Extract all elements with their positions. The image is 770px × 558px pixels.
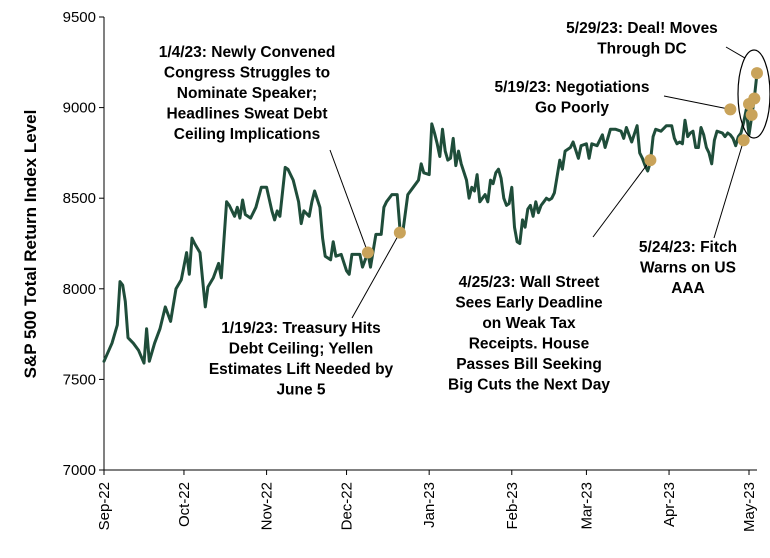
callout-layer (329, 46, 770, 319)
annotation-line: Nominate Speaker; (177, 85, 317, 102)
annotation-5: 5/29/23: Deal! Moves Through DC (566, 20, 718, 58)
annotation-line: Debt Ceiling; Yellen (229, 341, 373, 358)
y-tick-label: 8000 (63, 281, 96, 298)
x-ticks: Sep-22 Oct-22 Nov-22 Dec-22 Jan-23 Feb-23 Mar-… (96, 470, 758, 532)
annotations: 1/4/23: Newly Convened Congress Struggles… (159, 20, 737, 399)
annotation-line: Big Cuts the Next Day (448, 377, 610, 394)
series-layer (102, 71, 759, 365)
annotation-line: 4/25/23: Wall Street (459, 274, 600, 291)
event-marker-3 (724, 103, 737, 116)
x-tick-label: Apr-23 (661, 482, 678, 527)
annotation-1: 1/19/23: Treasury Hits Debt Ceiling; Yell… (209, 320, 394, 399)
annotation-line: 5/29/23: Deal! Moves (566, 20, 718, 37)
y-axis-label: S&P 500 Total Return Index Level (21, 110, 40, 379)
event-marker-8 (751, 67, 763, 80)
annotation-3: 5/19/23: Negotiations Go Poorly (494, 79, 649, 117)
x-tick-label: Oct-22 (176, 482, 193, 527)
annotation-line: June 5 (276, 382, 325, 399)
series-line-0 (102, 71, 759, 365)
annotation-line: Through DC (597, 41, 687, 58)
event-marker-1 (393, 226, 406, 239)
deal-highlight-ellipse (737, 49, 770, 139)
highlight-markers (361, 67, 763, 259)
y-tick-label: 7000 (63, 462, 96, 479)
y-axis-label-group: S&P 500 Total Return Index Level (21, 110, 40, 379)
annotation-line: Sees Early Deadline (455, 295, 603, 312)
annotation-line: on Weak Tax (482, 315, 576, 332)
callout-line-jan19 (351, 232, 401, 319)
x-tick-label: Feb-23 (504, 482, 521, 530)
event-marker-0 (361, 246, 374, 259)
annotation-line: AAA (671, 280, 705, 297)
annotation-line: Warns on US (640, 260, 736, 277)
annotation-0: 1/4/23: Newly Convened Congress Struggles… (159, 44, 336, 143)
annotation-line: Passes Bill Seeking (456, 356, 602, 373)
annotation-line: Receipts. House (469, 336, 590, 353)
x-tick-label: Jan-23 (421, 482, 438, 528)
callout-line-may19 (663, 95, 731, 110)
annotation-line: Headlines Sweat Debt (166, 106, 327, 123)
annotation-line: Go Poorly (535, 100, 609, 117)
y-tick-label: 9500 (63, 9, 96, 26)
y-tick-label: 9000 (63, 100, 96, 117)
annotation-line: 1/19/23: Treasury Hits (221, 320, 380, 337)
y-tick-label: 8500 (63, 190, 96, 207)
annotation-line: Ceiling Implications (174, 126, 320, 143)
x-tick-label: May-23 (741, 482, 758, 532)
callout-line-may29 (725, 46, 746, 59)
callout-line-jan4 (329, 149, 369, 253)
callout-line-apr25 (592, 159, 651, 238)
x-tick-label: Sep-22 (96, 482, 113, 530)
annotation-line: Congress Struggles to (164, 65, 330, 82)
annotation-2: 4/25/23: Wall Street Sees Early Deadline o… (448, 274, 610, 394)
callout-line-may24 (713, 140, 745, 239)
annotation-line: Estimates Lift Needed by (209, 361, 394, 378)
annotation-4: 5/24/23: Fitch Warns on US AAA (639, 239, 737, 297)
annotation-line: 5/24/23: Fitch (639, 239, 737, 256)
event-marker-2 (644, 154, 657, 167)
y-ticks: 7000 7500 8000 8500 9000 9500 (63, 9, 104, 479)
y-tick-label: 7500 (63, 371, 96, 388)
x-tick-label: Dec-22 (339, 482, 356, 530)
annotation-line: 1/4/23: Newly Convened (159, 44, 336, 61)
event-marker-4 (737, 134, 750, 147)
axes (103, 17, 757, 471)
x-tick-label: Mar-23 (578, 482, 595, 530)
event-marker-7 (748, 92, 761, 105)
annotation-line: 5/19/23: Negotiations (494, 79, 649, 96)
event-marker-6 (745, 108, 758, 121)
x-tick-label: Nov-22 (259, 482, 276, 530)
